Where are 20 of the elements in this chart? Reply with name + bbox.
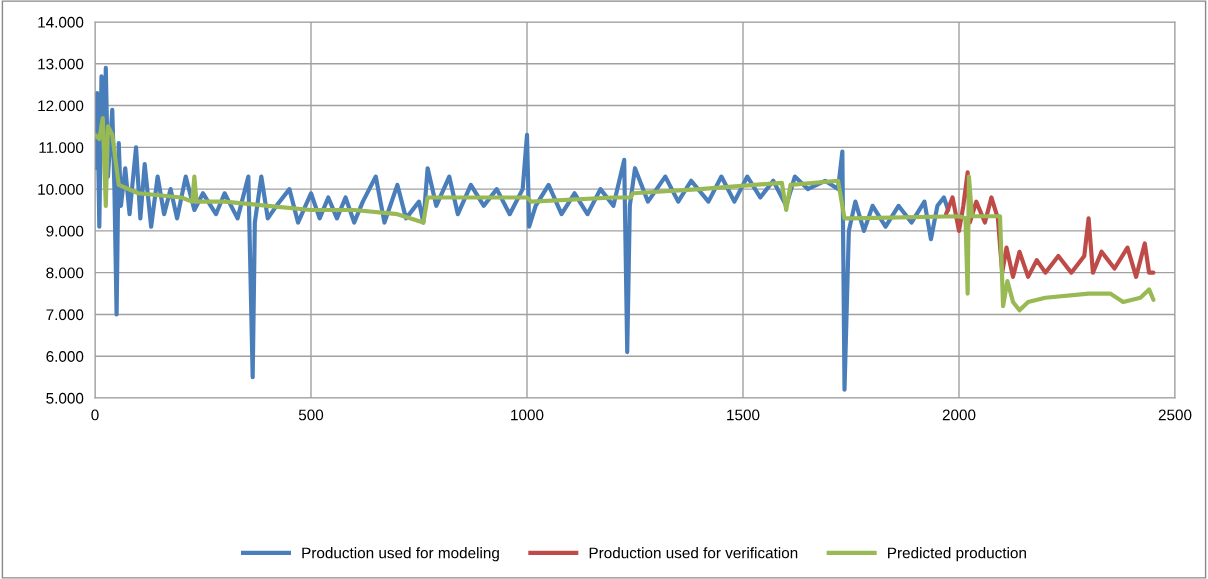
x-tick-label: 2500: [1158, 409, 1192, 421]
x-tick-label: 1000: [511, 409, 544, 421]
y-tick-label: 5.000: [46, 392, 84, 404]
y-tick-label: 12.000: [38, 100, 84, 112]
y-tick-label: 14.000: [38, 16, 84, 28]
y-tick-label: 13.000: [38, 58, 84, 70]
y-tick-label: 11.000: [39, 142, 84, 154]
y-tick-label: 7.000: [46, 309, 84, 321]
line-series: [95, 116, 1156, 313]
y-tick-label: 9.000: [46, 225, 84, 237]
legend-label: Predicted production: [888, 547, 1026, 562]
legend-label: Production used for verification: [589, 547, 798, 559]
legend-label: Production used for modeling: [302, 547, 499, 562]
x-tick-label: 2000: [942, 409, 976, 421]
y-tick-label: 10.000: [38, 183, 84, 195]
x-tick-label: 500: [298, 409, 324, 421]
x-tick-label: 0: [91, 409, 99, 421]
x-tick-label: 1500: [727, 409, 760, 421]
y-tick-label: 6.000: [46, 351, 84, 362]
y-tick-label: 8.000: [46, 267, 84, 279]
